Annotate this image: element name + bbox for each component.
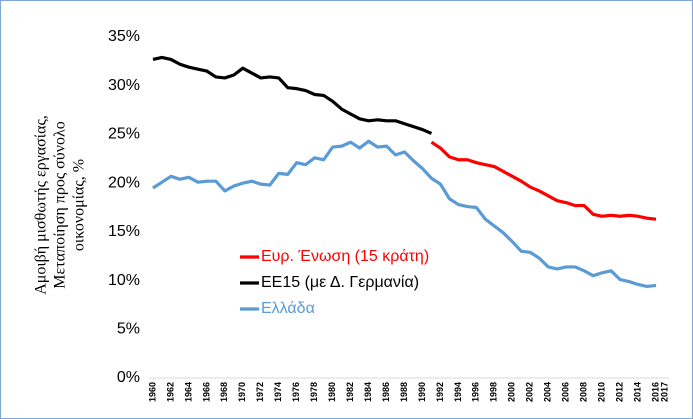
y-axis-label-line: Αμοιβή μισθωτής εργασίας, (33, 115, 50, 295)
y-tick-label: 30% (108, 77, 140, 94)
x-tick-label: 1984 (363, 382, 373, 402)
x-tick-label: 2008 (579, 382, 589, 402)
x-tick-label: 1974 (273, 382, 283, 402)
x-tick-label: 1988 (399, 382, 409, 402)
y-tick-label: 25% (108, 126, 140, 143)
x-tick-label: 2000 (507, 382, 517, 402)
y-tick-label: 20% (108, 174, 140, 191)
y-tick-label: 0% (117, 369, 140, 386)
x-tick-label: 1972 (255, 382, 265, 402)
y-axis-label: Αμοιβή μισθωτής εργασίας, Μεταποίηση προ… (33, 115, 88, 295)
x-tick-label: 1986 (381, 382, 391, 402)
legend-label: Ευρ. Ένωση (15 κράτη) (261, 248, 429, 265)
x-tick-label: 2002 (525, 382, 535, 402)
x-tick-label: 1998 (489, 382, 499, 402)
series-line (152, 55, 433, 135)
y-tick-label: 15% (108, 223, 140, 240)
y-axis-label-line: Μεταποίηση προς σύνολο (52, 121, 69, 288)
x-tick-label: 1966 (201, 382, 211, 402)
x-tick-label: 1960 (147, 382, 157, 402)
y-tick-label: 5% (117, 321, 140, 338)
x-tick-label: 2006 (561, 382, 571, 402)
y-axis-label-line: οικονομίας, % (71, 159, 88, 251)
x-tick-label: 1982 (345, 382, 355, 402)
series-line (430, 140, 657, 221)
legend-label: ΕΕ15 (με Δ. Γερμανία) (261, 274, 419, 291)
x-tick-label: 2012 (614, 382, 624, 402)
y-tick-label: 10% (108, 272, 140, 289)
x-tick-label: 1994 (453, 382, 463, 402)
x-tick-label: 2014 (632, 382, 642, 402)
legend-label: Ελλάδα (261, 300, 315, 317)
x-tick-label: 1990 (417, 382, 427, 402)
x-tick-label: 2016 (650, 382, 660, 402)
x-tick-label: 1964 (183, 382, 193, 402)
x-tick-label: 2004 (543, 382, 553, 402)
x-tick-label: 1980 (327, 382, 337, 402)
y-tick-label: 35% (108, 28, 140, 45)
x-tick-label: 1996 (471, 382, 481, 402)
x-tick-label: 2010 (597, 382, 607, 402)
x-tick-label: 1968 (219, 382, 229, 402)
x-tick-label: 1978 (309, 382, 319, 402)
x-tick-label: 2017 (659, 382, 669, 402)
x-tick-label: 1970 (237, 382, 247, 402)
x-tick-label: 1992 (435, 382, 445, 402)
series-line (152, 139, 657, 289)
x-tick-label: 1976 (291, 382, 301, 402)
x-tick-label: 1962 (165, 382, 175, 402)
